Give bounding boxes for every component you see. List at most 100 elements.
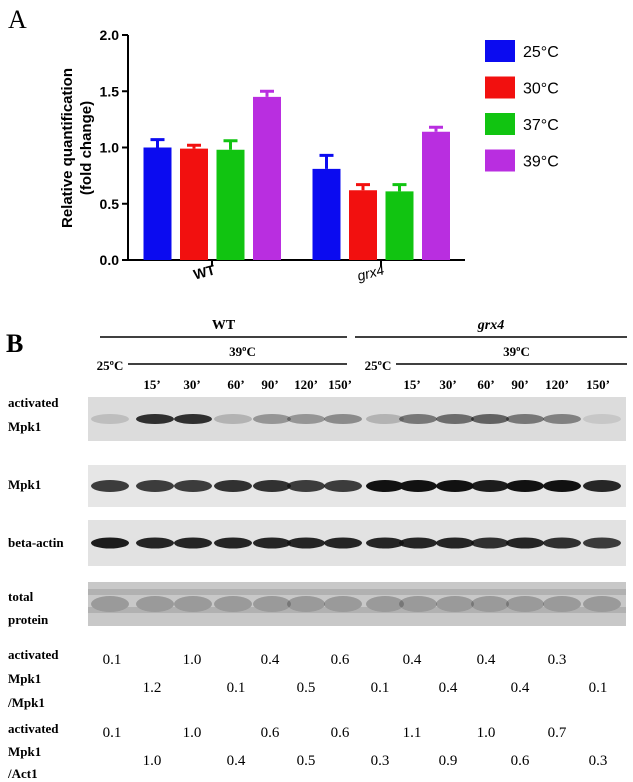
x-tick-label: WT	[192, 261, 218, 282]
legend-label: 25°C	[523, 44, 559, 61]
y-axis-label-line: (fold change)	[78, 101, 95, 195]
ratio-value: 1.0	[183, 652, 202, 668]
ratio-value: 0.4	[511, 680, 530, 696]
bar	[253, 96, 281, 260]
blot-band	[399, 480, 437, 492]
time-label: 120’	[545, 377, 569, 392]
ratio-value: 0.6	[261, 725, 280, 741]
legend-label: 39°C	[523, 154, 559, 171]
blot-band	[471, 537, 509, 549]
y-tick-label: 0.0	[100, 252, 120, 268]
time-label: 15’	[143, 377, 160, 392]
legend-swatch	[485, 113, 515, 135]
y-axis-label-line: Relative quantification	[59, 68, 76, 228]
bar	[143, 147, 172, 260]
blot-band	[583, 537, 621, 549]
blot-band	[174, 480, 212, 492]
bar	[312, 168, 341, 260]
time-label: 30’	[183, 377, 200, 392]
ratio-value: 0.3	[548, 652, 567, 668]
legend-swatch	[485, 149, 515, 172]
panel-label: A	[8, 5, 27, 34]
blot-band	[506, 537, 544, 549]
time-label: 90’	[261, 377, 278, 392]
time-label: 60’	[477, 377, 494, 392]
control-label: 25ºC	[365, 358, 392, 373]
ratio-label: /Mpk1	[7, 695, 45, 710]
row-label: total	[8, 589, 34, 604]
ratio-value: 1.0	[143, 753, 162, 769]
blot-band	[287, 537, 325, 549]
bar	[349, 190, 377, 260]
time-label: 60’	[227, 377, 244, 392]
blot-band	[399, 414, 437, 424]
ratio-value: 0.4	[227, 753, 246, 769]
ratio-value: 0.1	[371, 680, 390, 696]
blot-band	[136, 414, 174, 424]
y-tick-label: 0.5	[100, 196, 120, 212]
blot-band	[436, 480, 474, 492]
blot-band	[136, 480, 174, 492]
heat-label: 39ºC	[229, 344, 256, 359]
blot-band	[583, 414, 621, 424]
row-label: Mpk1	[8, 477, 41, 492]
ratio-value: 0.1	[227, 680, 246, 696]
ratio-value: 0.4	[439, 680, 458, 696]
y-tick-label: 1.5	[100, 83, 120, 99]
ratio-value: 1.0	[477, 725, 496, 741]
blot-band	[366, 480, 404, 492]
time-label: 15’	[403, 377, 420, 392]
panel-label: B	[6, 329, 23, 358]
ratio-value: 0.4	[403, 652, 422, 668]
blot-band	[583, 480, 621, 492]
ratio-value: 0.4	[261, 652, 280, 668]
ratio-label: /Act1	[7, 766, 38, 781]
ratio-value: 1.1	[403, 725, 422, 741]
ratio-value: 0.3	[371, 753, 390, 769]
y-tick-label: 2.0	[100, 27, 120, 43]
blot-band	[366, 414, 404, 424]
legend-swatch	[485, 76, 515, 99]
blot-band	[324, 537, 362, 549]
blot-band	[543, 414, 581, 424]
ratio-value: 1.2	[143, 680, 162, 696]
blot-band	[506, 480, 544, 492]
time-label: 90’	[511, 377, 528, 392]
group-label: grx4	[477, 318, 504, 333]
control-label: 25ºC	[97, 358, 124, 373]
blot-band	[436, 537, 474, 549]
ratio-value: 0.5	[297, 753, 316, 769]
ratio-label: activated	[8, 647, 59, 662]
ratio-value: 0.5	[297, 680, 316, 696]
blot-band	[543, 537, 581, 549]
blot-band	[136, 537, 174, 549]
blot-band	[506, 414, 544, 424]
ratio-label: activated	[8, 721, 59, 736]
legend-swatch	[485, 40, 515, 62]
blot-band	[324, 480, 362, 492]
time-label: 120’	[294, 377, 318, 392]
blot-band	[214, 414, 252, 424]
ratio-value: 0.6	[331, 725, 350, 741]
blot-band	[88, 607, 626, 613]
blot-band	[174, 537, 212, 549]
ratio-value: 0.4	[477, 652, 496, 668]
ratio-label: Mpk1	[8, 744, 41, 759]
blot-band	[366, 537, 404, 549]
blot-band	[91, 480, 129, 492]
bar	[180, 148, 208, 260]
row-label: protein	[8, 612, 49, 627]
blot-band	[91, 537, 129, 549]
bar	[216, 149, 245, 260]
blot-band	[287, 414, 325, 424]
ratio-value: 1.0	[183, 725, 202, 741]
ratio-value: 0.9	[439, 753, 458, 769]
row-label: activated	[8, 395, 59, 410]
row-label: beta-actin	[8, 535, 64, 550]
blot-band	[471, 414, 509, 424]
ratio-value: 0.7	[548, 725, 567, 741]
blot-band	[436, 414, 474, 424]
blot-band	[214, 537, 252, 549]
ratio-label: Mpk1	[8, 671, 41, 686]
